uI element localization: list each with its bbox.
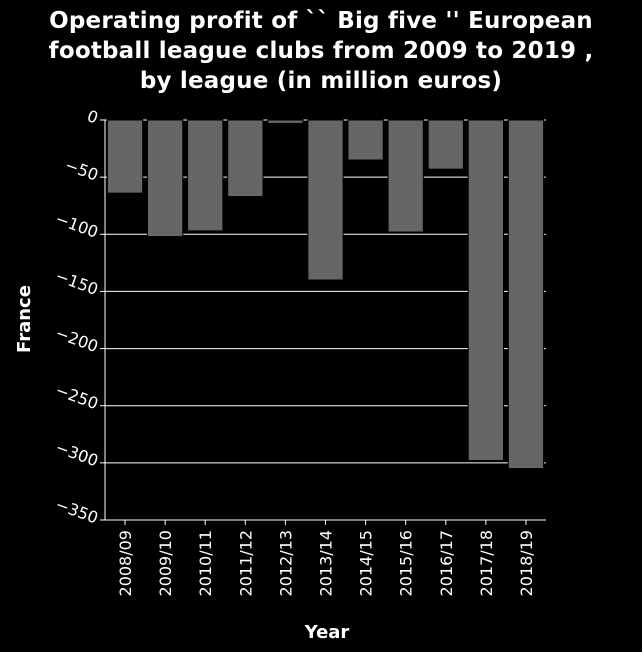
y-tick-label: −100: [53, 209, 101, 242]
x-tick-label: 2017/18: [477, 530, 496, 596]
bar-2010-11: [187, 119, 224, 232]
bar-2012-13: [267, 119, 304, 124]
y-tick-label: −150: [53, 266, 101, 299]
x-tick-label: 2010/11: [196, 530, 215, 596]
chart-title-line: Operating profit of `` Big five '' Europ…: [49, 8, 593, 34]
x-tick-label: 2012/13: [276, 530, 295, 596]
y-axis-label: France: [14, 285, 35, 353]
bar-2016-17: [427, 119, 464, 170]
y-tick-label: 0: [85, 106, 101, 127]
x-tick-label: 2018/19: [517, 530, 536, 596]
bar-2015-16: [387, 119, 424, 233]
bar-2013-14: [307, 119, 344, 281]
bar-2018-19: [507, 119, 545, 470]
x-tick-label: 2008/09: [116, 530, 135, 596]
x-tick-label: 2013/14: [317, 530, 336, 596]
y-tick-label: −350: [53, 495, 101, 528]
bar-2008-09: [106, 119, 144, 194]
x-tick-label: 2011/12: [236, 530, 255, 596]
x-axis-label: Year: [304, 622, 350, 643]
y-tick-label: −250: [53, 380, 101, 413]
x-tick-label: 2016/17: [437, 530, 456, 596]
chart-title-line: football league clubs from 2009 to 2019 …: [48, 38, 594, 64]
chart-title-line: by league (in million euros): [139, 68, 503, 94]
bar-2017-18: [467, 119, 505, 462]
bar-2009-10: [146, 119, 184, 238]
y-tick-label: −200: [53, 323, 101, 356]
y-tick-label: −50: [63, 155, 101, 184]
chart-title: Operating profit of `` Big five '' Europ…: [0, 6, 642, 96]
x-tick-label: 2009/10: [156, 530, 175, 596]
y-tick-label: −300: [53, 437, 101, 470]
bar-2011-12: [227, 119, 264, 198]
x-tick-label: 2014/15: [357, 530, 376, 596]
bar-2014-15: [347, 119, 384, 161]
x-tick-label: 2015/16: [397, 530, 416, 596]
bars: [106, 119, 545, 470]
